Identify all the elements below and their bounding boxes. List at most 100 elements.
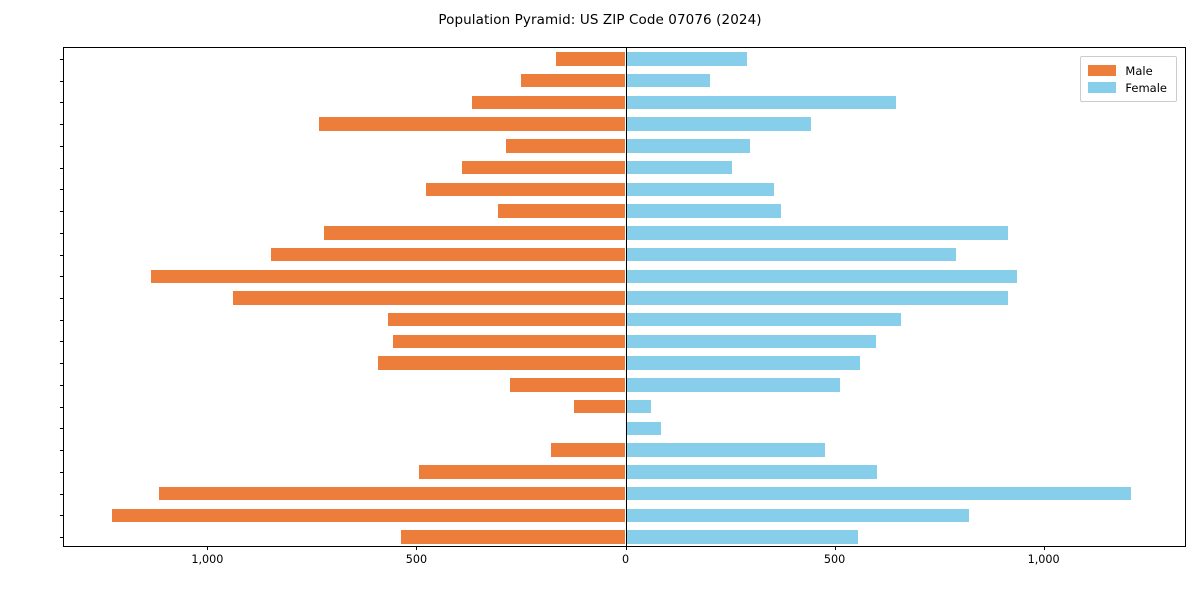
x-tick-mark bbox=[625, 546, 627, 550]
y-tick-mark bbox=[60, 80, 64, 82]
bar-male-70-74 bbox=[319, 117, 626, 131]
bar-row bbox=[64, 486, 1185, 501]
bar-male-50-54 bbox=[270, 247, 626, 262]
chart-legend: Male Female bbox=[1080, 56, 1177, 102]
bar-row bbox=[64, 182, 1185, 197]
bar-female-45-49 bbox=[625, 269, 1017, 283]
bar-row bbox=[64, 334, 1185, 349]
plot-area: 85+80-8475-7970-7467-6965-6662-6460-6155… bbox=[60, 47, 1186, 566]
bar-female-60-61 bbox=[625, 204, 782, 218]
x-tick-mark bbox=[207, 546, 209, 550]
bar-row bbox=[64, 399, 1185, 414]
y-tick-mark bbox=[60, 341, 64, 343]
y-tick-mark bbox=[60, 102, 64, 104]
bar-row bbox=[64, 421, 1185, 436]
bar-female-67-69 bbox=[625, 139, 750, 153]
y-tick-mark bbox=[60, 319, 64, 321]
y-tick-mark bbox=[60, 384, 64, 386]
legend-swatch-female-icon bbox=[1088, 82, 1117, 93]
bar-female-75-79 bbox=[625, 95, 897, 110]
bar-row bbox=[64, 226, 1185, 240]
bar-row bbox=[64, 204, 1185, 218]
bar-female-under-5 bbox=[625, 530, 858, 544]
y-tick-mark bbox=[60, 428, 64, 430]
x-tick-mark bbox=[1043, 546, 1045, 550]
bar-female-25-29 bbox=[625, 356, 861, 370]
chart-title: Population Pyramid: US ZIP Code 07076 (2… bbox=[438, 12, 762, 28]
y-tick-mark bbox=[60, 515, 64, 517]
bar-male-18-19 bbox=[550, 443, 626, 457]
y-tick-mark bbox=[60, 276, 64, 278]
bar-row bbox=[64, 313, 1185, 327]
y-tick-mark bbox=[60, 406, 64, 408]
bar-female-55-59 bbox=[625, 226, 1008, 240]
x-tick-mark bbox=[416, 546, 418, 550]
bar-female-18-19 bbox=[625, 443, 825, 457]
bar-row bbox=[64, 139, 1185, 153]
y-tick-mark bbox=[60, 254, 64, 256]
legend-label: Female bbox=[1125, 80, 1167, 95]
bar-female-40-44 bbox=[625, 291, 1008, 305]
bar-male-55-59 bbox=[323, 226, 626, 240]
y-tick-mark bbox=[60, 167, 64, 169]
x-tick-label: 1,000 bbox=[191, 553, 224, 566]
bar-female-5-9 bbox=[625, 508, 969, 523]
bar-row bbox=[64, 73, 1185, 88]
bar-female-30-34 bbox=[625, 334, 876, 349]
legend-entry-female[interactable]: Female bbox=[1088, 79, 1167, 96]
x-tick-label: 500 bbox=[823, 553, 846, 566]
bar-female-62-64 bbox=[625, 182, 774, 197]
bar-row bbox=[64, 269, 1185, 283]
bar-row bbox=[64, 530, 1185, 544]
x-tick-label: 0 bbox=[621, 553, 630, 566]
bar-male-30-34 bbox=[393, 334, 626, 349]
y-tick-mark bbox=[60, 145, 64, 147]
bar-row bbox=[64, 356, 1185, 370]
x-tick-label: 500 bbox=[405, 553, 428, 566]
y-tick-mark bbox=[60, 471, 64, 473]
bar-male-10-14 bbox=[159, 486, 626, 501]
bar-male-62-64 bbox=[426, 182, 626, 197]
bar-female-22-24 bbox=[625, 378, 841, 392]
bar-male-75-79 bbox=[471, 95, 626, 110]
bar-male-40-44 bbox=[233, 291, 626, 305]
bar-male-5-9 bbox=[112, 508, 626, 523]
plot-inner: 85+80-8475-7970-7467-6965-6662-6460-6155… bbox=[60, 48, 1185, 566]
bar-female-50-54 bbox=[625, 247, 956, 262]
bar-male-80-84 bbox=[521, 73, 626, 88]
bar-female-65-66 bbox=[625, 160, 732, 175]
y-tick-mark bbox=[60, 493, 64, 495]
zero-axis-line bbox=[625, 48, 627, 546]
bar-female-10-14 bbox=[625, 486, 1131, 501]
y-tick-mark bbox=[60, 298, 64, 299]
legend-entry-male[interactable]: Male bbox=[1088, 62, 1167, 79]
y-tick-mark bbox=[60, 450, 64, 452]
bar-male-85- bbox=[555, 52, 626, 66]
y-tick-mark bbox=[60, 537, 64, 539]
bar-male-21 bbox=[573, 399, 626, 414]
bar-male-25-29 bbox=[377, 356, 626, 370]
bar-row bbox=[64, 95, 1185, 110]
bar-male-60-61 bbox=[497, 204, 626, 218]
y-tick-mark bbox=[60, 189, 64, 191]
x-tick-mark bbox=[834, 546, 836, 550]
bar-row bbox=[64, 443, 1185, 457]
bar-female-15-17 bbox=[625, 465, 877, 479]
bar-row bbox=[64, 247, 1185, 262]
bar-female-20 bbox=[625, 421, 662, 436]
y-tick-mark bbox=[60, 124, 64, 126]
bar-row bbox=[64, 52, 1185, 66]
bar-female-80-84 bbox=[625, 73, 711, 88]
bar-row bbox=[64, 508, 1185, 523]
bar-female-70-74 bbox=[625, 117, 811, 131]
y-tick-mark bbox=[60, 211, 64, 213]
bar-row bbox=[64, 465, 1185, 479]
bar-row bbox=[64, 291, 1185, 305]
y-tick-mark bbox=[60, 58, 64, 60]
bar-male-15-17 bbox=[418, 465, 626, 479]
y-tick-mark bbox=[60, 363, 64, 365]
legend-label: Male bbox=[1125, 63, 1153, 78]
bar-male-67-69 bbox=[505, 139, 626, 153]
bar-row bbox=[64, 378, 1185, 392]
